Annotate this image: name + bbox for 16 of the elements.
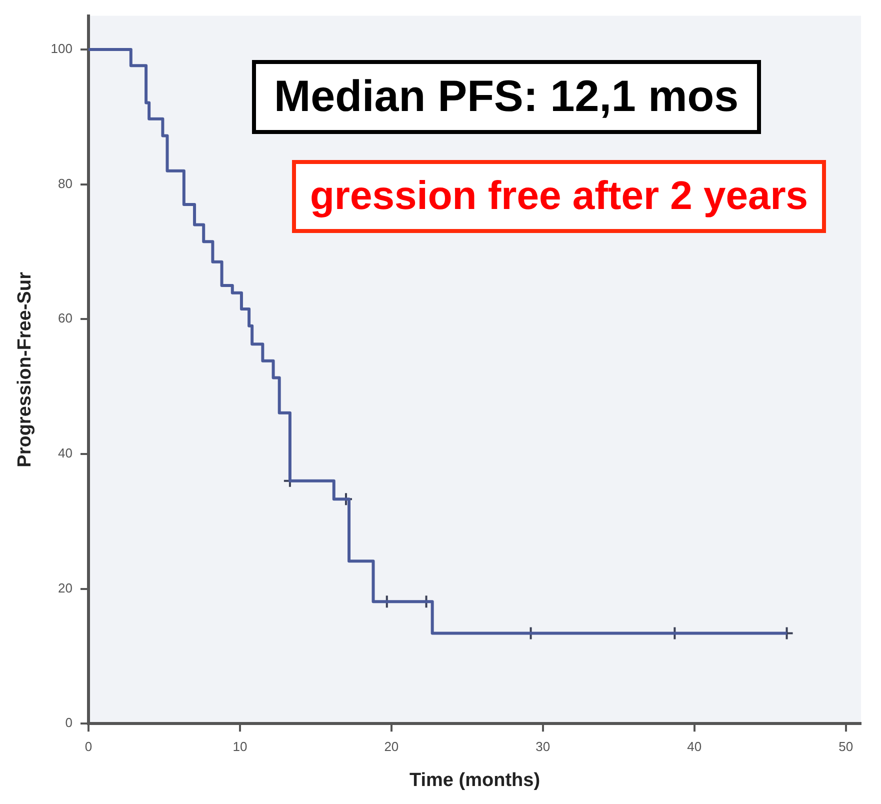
y-tick-label: 20 [58,580,72,596]
x-tick-label: 30 [536,738,550,754]
x-axis-title: Time (months) [409,770,540,791]
x-tick-label: 40 [687,738,702,754]
y-tick-label: 100 [50,41,72,56]
y-tick-label: 40 [58,446,72,461]
x-tick-label: 50 [838,738,854,754]
x-tick-label: 20 [384,738,399,754]
y-tick-label: 60 [58,310,72,326]
y-axis-title: Progression-Free-Sur [14,271,36,468]
y-tick-label: 80 [58,176,72,191]
x-tick-label: 10 [232,738,248,754]
annotation: gression free after 2 years [292,160,826,233]
annotation: Median PFS: 12,1 mos [252,60,761,134]
y-tick-label: 0 [65,715,72,730]
x-tick-label: 0 [84,738,92,754]
